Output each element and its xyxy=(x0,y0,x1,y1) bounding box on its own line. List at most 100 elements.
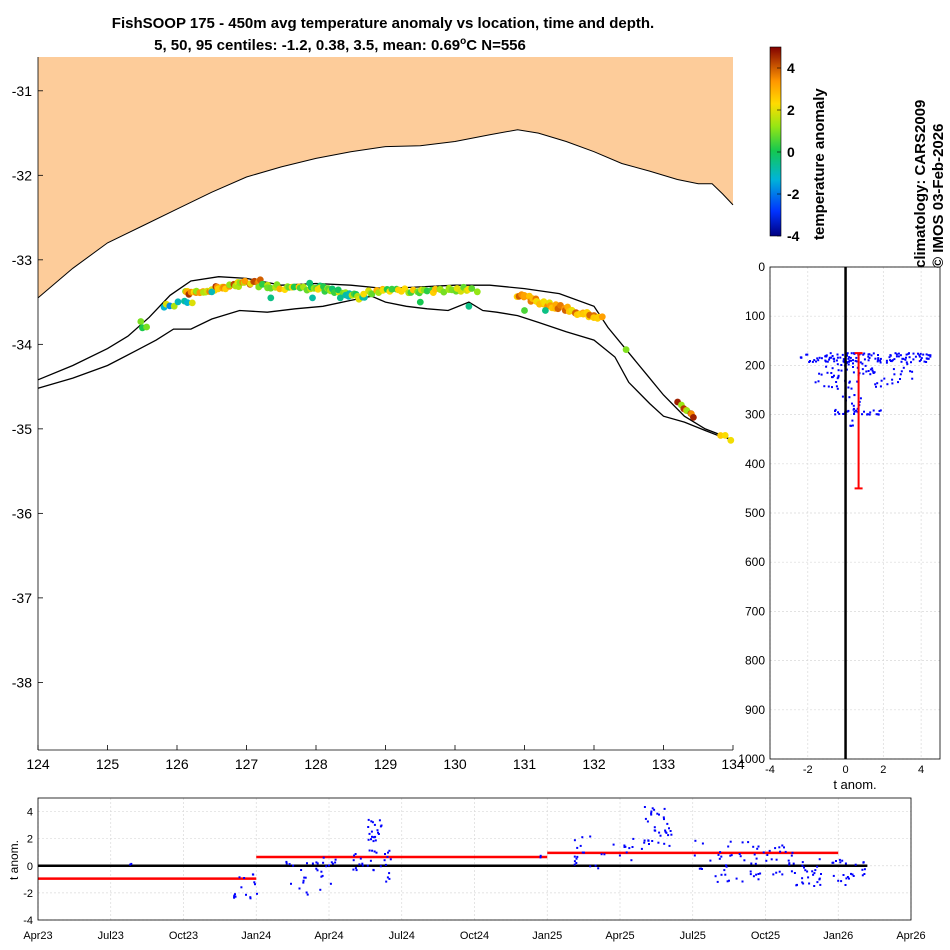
depth-point xyxy=(846,352,848,355)
depth-point xyxy=(900,360,903,363)
ts-point xyxy=(302,879,305,882)
depth-point xyxy=(852,366,854,368)
depth-point xyxy=(878,410,881,412)
map-point xyxy=(170,302,178,310)
depth-point xyxy=(856,410,859,413)
depth-point xyxy=(842,412,845,415)
depth-point xyxy=(885,359,888,362)
ts-point xyxy=(331,862,334,865)
ts-point xyxy=(369,859,372,862)
depth-point xyxy=(800,356,803,359)
ts-point xyxy=(285,860,288,863)
depth-point xyxy=(908,356,911,359)
depth-point xyxy=(897,355,900,358)
ts-point xyxy=(643,839,646,842)
ts-point xyxy=(650,813,653,816)
map-point xyxy=(542,307,549,314)
ts-point xyxy=(862,861,865,864)
depth-point xyxy=(834,413,837,416)
ts-point xyxy=(386,855,389,858)
depth-point xyxy=(905,356,907,359)
depth-point xyxy=(853,407,855,410)
ts-point xyxy=(371,835,373,838)
depth-point xyxy=(838,412,841,415)
depth-point xyxy=(848,360,850,363)
depth-point xyxy=(861,362,864,365)
map-point xyxy=(388,285,396,293)
ts-point xyxy=(663,842,666,845)
depth-y-tick-label: 800 xyxy=(745,654,765,668)
depth-point xyxy=(901,357,904,360)
ts-point xyxy=(803,866,805,869)
depth-point xyxy=(912,358,915,361)
ts-point xyxy=(838,858,841,861)
ts-point xyxy=(366,864,369,867)
depth-point xyxy=(837,369,840,372)
ts-point xyxy=(650,812,653,815)
ts-x-tick-label: Oct23 xyxy=(169,930,198,942)
map-point xyxy=(440,288,448,296)
map-y-tick-label: -37 xyxy=(12,590,32,606)
map-x-tick-label: 126 xyxy=(165,756,189,772)
ts-point xyxy=(801,877,804,880)
ts-point xyxy=(831,861,834,864)
depth-point xyxy=(897,352,900,355)
ts-point xyxy=(376,829,379,832)
depth-point xyxy=(853,394,856,397)
ts-point xyxy=(729,840,732,843)
map-point xyxy=(137,318,145,325)
depth-point xyxy=(835,385,838,388)
ts-point xyxy=(738,853,741,855)
colorbar-tick-label: 2 xyxy=(787,102,795,118)
depth-point xyxy=(875,413,878,416)
ts-point xyxy=(388,872,391,875)
map-x-tick-label: 133 xyxy=(652,756,676,772)
ts-point xyxy=(774,847,777,850)
ts-point xyxy=(792,862,795,865)
ts-point xyxy=(801,861,804,864)
depth-point xyxy=(891,382,894,385)
depth-point xyxy=(918,360,921,363)
depth-point xyxy=(808,361,811,363)
ts-point xyxy=(709,859,712,862)
depth-point xyxy=(874,357,877,360)
map-point xyxy=(622,346,630,353)
ts-y-tick-label: 2 xyxy=(27,834,33,846)
map-x-tick-label: 130 xyxy=(443,756,467,772)
ts-point xyxy=(378,819,381,822)
ts-point xyxy=(600,853,603,856)
ts-point xyxy=(820,873,822,875)
ts-point xyxy=(725,865,728,868)
depth-point xyxy=(826,371,829,374)
ts-point xyxy=(806,870,809,873)
depth-point xyxy=(865,370,868,373)
depth-point xyxy=(861,368,864,371)
ts-point xyxy=(130,862,133,865)
ts-point xyxy=(813,885,816,887)
ts-point xyxy=(728,879,730,882)
depth-point xyxy=(880,379,883,382)
depth-point xyxy=(906,363,909,366)
depth-point xyxy=(836,363,839,366)
depth-point xyxy=(895,355,898,358)
map-x-tick-label: 127 xyxy=(235,756,259,772)
ts-point xyxy=(371,821,374,824)
ts-point xyxy=(288,863,291,866)
depth-point xyxy=(837,411,839,414)
depth-point xyxy=(848,356,851,359)
map-point xyxy=(267,294,275,302)
ts-point xyxy=(573,855,576,858)
ts-point xyxy=(583,851,585,854)
ts-point xyxy=(720,855,723,858)
ts-point xyxy=(808,882,811,885)
ts-point xyxy=(818,878,821,881)
ts-point xyxy=(311,862,314,865)
ts-point xyxy=(779,850,782,853)
depth-frame xyxy=(769,266,941,760)
depth-point xyxy=(899,378,901,380)
map-point xyxy=(309,294,316,302)
depth-y-tick-label: 600 xyxy=(745,555,765,569)
ts-point xyxy=(668,844,671,847)
depth-point xyxy=(862,353,865,356)
map-point xyxy=(208,288,216,296)
